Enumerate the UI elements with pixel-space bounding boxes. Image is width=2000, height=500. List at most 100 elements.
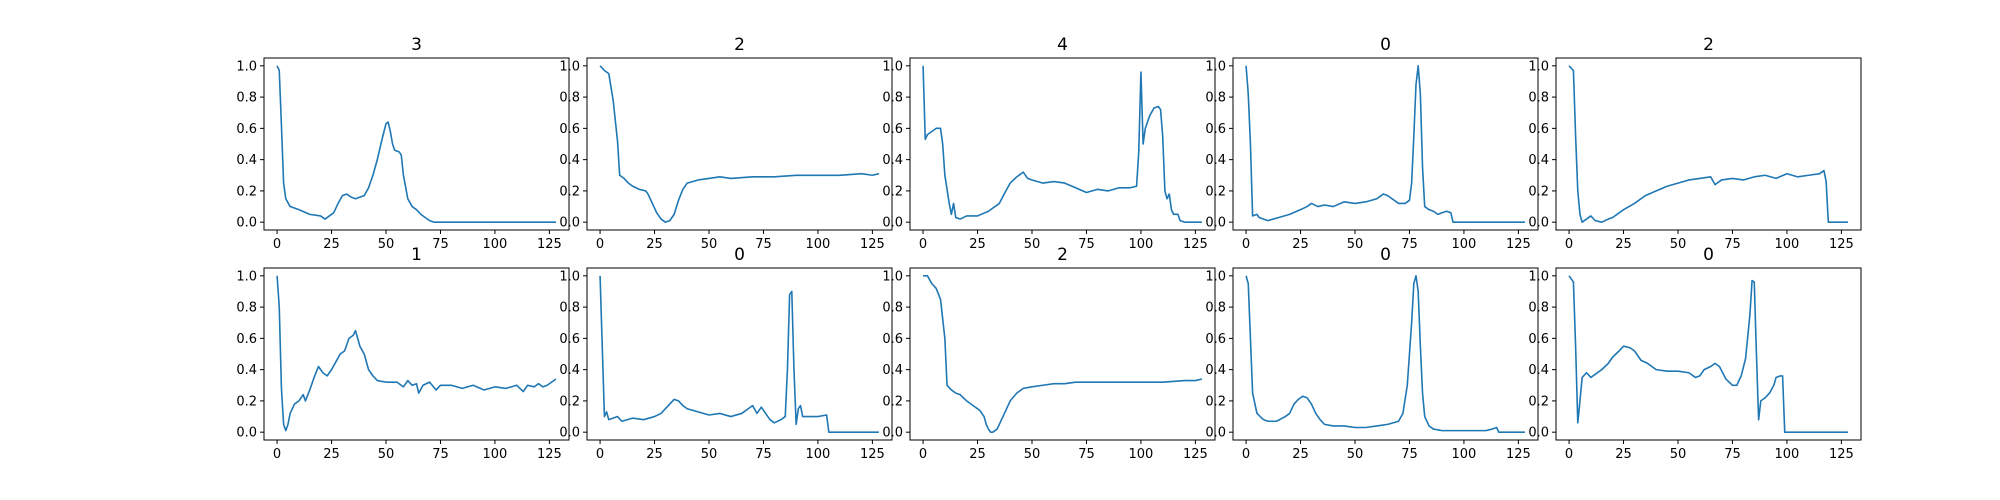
x-tick-label: 25 [323,447,340,462]
y-tick-label: 0.0 [882,216,903,231]
y-tick-label: 0.8 [236,301,257,316]
x-tick-label: 50 [1347,237,1364,252]
x-tick-label: 75 [1401,447,1418,462]
axes-frame [909,267,1216,441]
x-tick-label: 50 [378,447,395,462]
y-tick-label: 0.6 [1528,332,1549,347]
y-tick-label: 0.6 [236,332,257,347]
x-tick-label: 50 [378,237,395,252]
x-tick-label: 100 [806,237,831,252]
x-tick-label: 125 [860,447,885,462]
x-tick-label: 125 [1829,447,1854,462]
axes-frame [909,57,1216,231]
series-line [1568,275,1848,433]
y-tick-label: 0.8 [559,91,580,106]
x-tick-label: 125 [1183,237,1208,252]
axes-frame [586,57,893,231]
x-tick-label: 75 [1724,447,1741,462]
x-tick-label: 100 [483,237,508,252]
x-tick-label: 50 [1347,447,1364,462]
panel-title: 4 [1057,35,1068,55]
x-tick-label: 25 [1292,447,1309,462]
x-tick-label: 25 [323,237,340,252]
y-tick-label: 1.0 [236,269,257,284]
y-tick-label: 0.2 [236,184,257,199]
x-tick-label: 75 [432,237,449,252]
x-tick-label: 50 [701,237,718,252]
panel-4: 0 0 25 50 75 100 125 0.0 0.2 0.4 0.6 0.8 1.0 [1205,35,1539,252]
y-tick-label: 0.0 [236,216,257,231]
y-tick-label: 0.4 [559,153,580,168]
x-tick-label: 25 [646,237,663,252]
x-tick-label: 75 [755,237,772,252]
x-tick-label: 100 [483,447,508,462]
y-tick-label: 0.8 [1205,91,1226,106]
x-tick-label: 75 [1401,237,1418,252]
series-line [276,275,557,432]
x-tick-label: 100 [1129,237,1154,252]
x-tick-label: 125 [860,237,885,252]
y-tick-label: 0.0 [1528,216,1549,231]
y-tick-label: 0.4 [236,363,257,378]
x-tick-label: 100 [1452,237,1477,252]
series-line [1245,275,1525,433]
x-tick-label: 25 [646,447,663,462]
panel-title: 2 [1057,245,1068,265]
x-tick-label: 125 [1506,237,1531,252]
y-tick-label: 0.8 [1528,301,1549,316]
x-tick-label: 50 [1024,447,1041,462]
panel-7: 0 0 25 50 75 100 125 0.0 0.2 0.4 0.6 0.8 1.0 [559,245,893,462]
y-tick-label: 0.2 [882,394,903,409]
series-line [599,65,880,223]
y-tick-label: 0.8 [882,301,903,316]
x-tick-label: 25 [1615,237,1632,252]
y-tick-label: 0.6 [1528,122,1549,137]
x-tick-label: 25 [969,237,986,252]
series-line [276,65,556,223]
x-tick-label: 0 [1565,237,1573,252]
x-tick-label: 25 [969,447,986,462]
panel-6: 1 0 25 50 75 100 125 0.0 0.2 0.4 0.6 0.8 1.0 [236,245,570,462]
x-tick-label: 100 [1775,237,1800,252]
x-tick-label: 100 [806,447,831,462]
x-tick-label: 75 [1078,447,1095,462]
axes-frame [1555,267,1862,441]
panel-9: 0 0 25 50 75 100 125 0.0 0.2 0.4 0.6 0.8 1.0 [1205,245,1539,462]
y-tick-label: 0.4 [1205,363,1226,378]
y-tick-label: 0.4 [1528,363,1549,378]
y-tick-label: 0.2 [1205,184,1226,199]
y-tick-label: 0.4 [236,153,257,168]
panel-8: 2 0 25 50 75 100 125 0.0 0.2 0.4 0.6 0.8 1.0 [882,245,1216,462]
y-tick-label: 1.0 [1528,59,1549,74]
panel-title: 0 [1380,245,1391,265]
y-tick-label: 0.2 [236,394,257,409]
y-tick-label: 0.2 [1528,394,1549,409]
axes-frame [263,57,570,231]
x-tick-label: 0 [919,237,927,252]
y-tick-label: 1.0 [1205,269,1226,284]
y-tick-label: 0.2 [559,394,580,409]
y-tick-label: 0.0 [1205,426,1226,441]
x-tick-label: 75 [755,447,772,462]
y-tick-label: 0.0 [1205,216,1226,231]
series-line [1245,65,1525,223]
x-tick-label: 0 [1565,447,1573,462]
x-tick-label: 0 [596,447,604,462]
axes-frame [263,267,570,441]
panel-title: 2 [1703,35,1714,55]
panel-2: 2 0 25 50 75 100 125 0.0 0.2 0.4 0.6 0.8 1.0 [559,35,893,252]
y-tick-label: 1.0 [882,269,903,284]
y-tick-label: 1.0 [559,269,580,284]
y-tick-label: 0.0 [559,426,580,441]
y-tick-label: 1.0 [1528,269,1549,284]
axes-frame [1232,267,1539,441]
panel-10: 0 0 25 50 75 100 125 0.0 0.2 0.4 0.6 0.8 1.0 [1528,245,1862,462]
x-tick-label: 125 [537,447,562,462]
panel-title: 0 [1703,245,1714,265]
x-tick-label: 100 [1452,447,1477,462]
y-tick-label: 0.2 [559,184,580,199]
x-tick-label: 100 [1129,447,1154,462]
x-tick-label: 25 [1615,447,1632,462]
x-tick-label: 100 [1775,447,1800,462]
